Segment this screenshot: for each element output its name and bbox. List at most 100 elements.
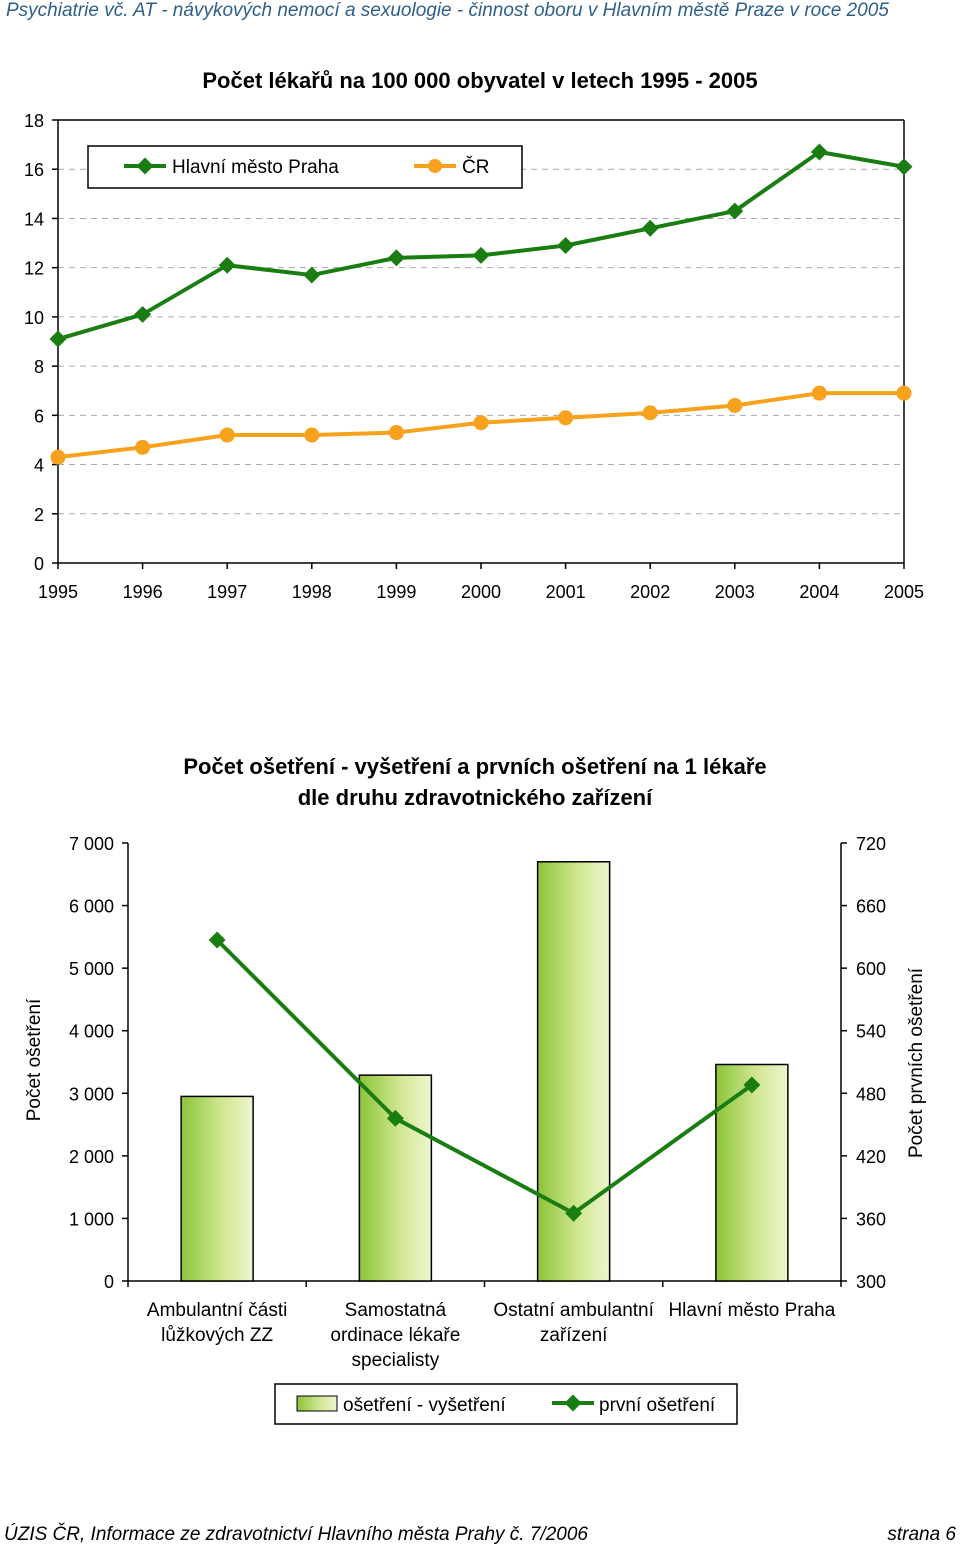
chart1-point-praha [49,330,67,348]
chart2-title-line1: Počet ošetření - vyšetření a prvních oše… [183,754,766,779]
chart1-point-praha [387,249,405,267]
chart1-axes [52,119,905,569]
chart2-y-tick-label: 1 000 [69,1209,114,1229]
chart2-y2-tick-label: 720 [856,834,886,854]
chart1-point-cr [304,427,320,443]
chart1-y-tick-label: 4 [34,456,44,476]
chart2-y-tick-label: 0 [104,1272,114,1292]
chart2-category-label: Samostatná ordinace lékaře specialisty [330,1300,460,1371]
chart1-point-cr [727,397,743,413]
chart2-bar [358,1074,433,1282]
chart2-category-label-line: lůžkových ZZ [161,1325,273,1346]
chart1-x-tick-label: 1999 [376,582,416,602]
chart2-legend: ošetření - vyšetření první ošetření [274,1383,738,1425]
chart1-legend-praha-marker [136,157,154,175]
chart2-legend-bar-swatch [296,1395,338,1412]
chart1-gridlines [58,168,904,515]
chart2-bar [180,1095,254,1282]
chart1-point-praha [218,256,236,274]
chart2-category-label: Hlavní město Praha [668,1300,835,1321]
chart1-point-cr [642,405,658,421]
chart2-line-point [208,931,226,949]
chart1-x-tick-labels: 1995 1996 1997 1998 1999 2000 2001 2002 2003 2004… [38,582,924,602]
page-footer-page-number: strana 6 [887,1524,956,1545]
chart1-point-praha [557,237,575,255]
line-chart-doctors: Počet lékařů na 100 000 obyvatel v letec… [24,68,924,602]
chart2-y2-tick-label: 300 [856,1272,886,1292]
chart2-line-point [565,1204,583,1222]
chart1-point-cr [811,385,827,401]
chart1-point-cr [473,415,489,431]
chart1-point-praha [641,219,659,237]
chart2-y2-tick-label: 600 [856,959,886,979]
chart2-bar [715,1063,789,1282]
chart2-category-label-line: ordinace lékaře [330,1325,460,1346]
chart1-y-tick-label: 2 [34,505,44,525]
chart2-line-point [743,1076,761,1094]
chart2-y2-tick-label: 360 [856,1209,886,1229]
chart1-point-praha [895,158,913,176]
chart1-y-tick-label: 10 [24,308,44,328]
page-header: Psychiatrie vč. AT - návykových nemocí a… [6,0,889,21]
chart1-y-tick-label: 14 [24,209,44,229]
chart1-x-tick-label: 1996 [123,582,163,602]
chart2-category-label: Ambulantní části lůžkových ZZ [147,1300,287,1346]
chart2-category-labels: Ambulantní části lůžkových ZZ Samostatná or… [147,1300,836,1371]
chart2-y-tick-label: 5 000 [69,959,114,979]
chart2-category-label-line: Ambulantní části [147,1300,287,1321]
chart1-x-tick-label: 1995 [38,582,78,602]
chart2-category-label-line: Ostatní ambulantní [493,1300,654,1321]
chart1-y-tick-label: 6 [34,406,44,426]
chart2-y2-tick-label: 540 [856,1022,886,1042]
chart2-y2-tick-labels: 300 360 420 480 540 600 660 720 [856,834,886,1292]
chart1-x-tick-label: 2001 [546,582,586,602]
chart1-y-tick-label: 16 [24,160,44,180]
chart2-legend-box [274,1383,738,1425]
chart2-y-tick-label: 7 000 [69,834,114,854]
chart1-point-cr [219,427,235,443]
combo-chart-treatments: Počet ošetření - vyšetření a prvních oše… [24,754,927,1425]
chart1-series [49,143,913,465]
chart2-category-label: Ostatní ambulantní zařízení [493,1300,654,1346]
chart2-line-series [208,931,761,1222]
chart1-point-cr [558,410,574,426]
chart1-x-tick-label: 2004 [799,582,839,602]
chart2-y-axis-label: Počet ošetření [24,998,45,1121]
chart1-y-tick-labels: 0 2 4 6 8 10 12 14 16 18 [24,111,44,574]
chart2-title-line2: dle druhu zdravotnického zařízení [298,785,653,810]
chart2-legend-line-label: první ošetření [599,1395,716,1416]
chart2-y2-tick-label: 480 [856,1084,886,1104]
chart2-y-tick-label: 3 000 [69,1084,114,1104]
page-footer-source: ÚZIS ČR, Informace ze zdravotnictví Hlav… [4,1524,588,1545]
chart2-legend-bar-label: ošetření - vyšetření [343,1395,506,1416]
chart1-x-tick-label: 1998 [292,582,332,602]
chart2-y2-tick-label: 420 [856,1147,886,1167]
chart1-point-cr [388,425,404,441]
chart2-y-tick-label: 4 000 [69,1022,114,1042]
chart2-y-tick-labels: 0 1 000 2 000 3 000 4 000 5 000 6 000 7 000 [69,834,114,1292]
chart1-point-praha [303,266,321,284]
chart1-y-tick-label: 18 [24,111,44,131]
chart1-x-tick-label: 2002 [630,582,670,602]
chart2-legend-line-marker [564,1394,582,1412]
chart1-y-tick-label: 0 [34,554,44,574]
chart2-y-tick-label: 6 000 [69,897,114,917]
chart1-point-cr [50,449,66,465]
chart1-y-tick-label: 12 [24,259,44,279]
chart1-x-tick-label: 2000 [461,582,501,602]
chart1-point-cr [135,439,151,455]
chart1-legend-cr-label: ČR [462,156,489,178]
chart2-bars [180,861,789,1282]
chart1-legend-praha-label: Hlavní město Praha [172,157,339,178]
chart1-legend-cr-marker [428,159,442,173]
chart2-y-tick-label: 2 000 [69,1147,114,1167]
chart2-y2-tick-label: 660 [856,897,886,917]
chart1-point-praha [134,305,152,323]
chart1-x-tick-label: 2005 [884,582,924,602]
chart2-category-label-line: Samostatná [345,1300,447,1321]
chart2-category-label-line: specialisty [352,1350,440,1371]
chart1-point-cr [896,385,912,401]
chart1-y-tick-label: 8 [34,357,44,377]
chart1-legend: Hlavní město Praha ČR [87,145,523,189]
